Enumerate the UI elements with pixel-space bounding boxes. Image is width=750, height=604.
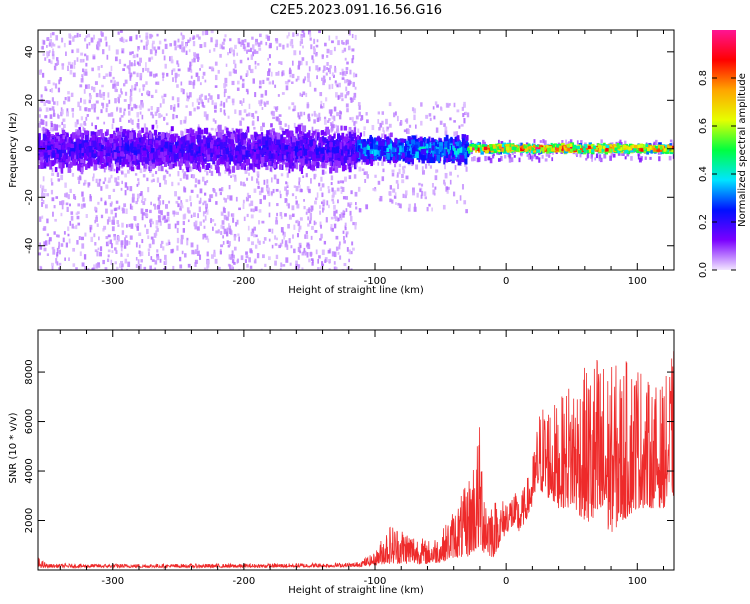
x-tick-label: -200 <box>233 276 256 287</box>
y-tick-label: 6000 <box>24 409 35 434</box>
x-tick-label: 0 <box>503 276 509 287</box>
colorbar-tick-label: 0.6 <box>698 118 709 134</box>
y-tick-label: 8000 <box>24 359 35 384</box>
y-tick-label: -20 <box>24 189 35 205</box>
x-tick-label: 0 <box>503 576 509 587</box>
y-tick-label: 20 <box>24 94 35 107</box>
colorbar-tick-label: 0.2 <box>698 214 709 230</box>
snr-x-label: Height of straight line (km) <box>288 585 424 596</box>
figure-title: C2E5.2023.091.16.56.G16 <box>270 3 442 18</box>
y-tick-label: -40 <box>24 238 35 254</box>
x-tick-label: -200 <box>233 576 256 587</box>
x-tick-label: -300 <box>101 576 124 587</box>
snr-line-series <box>38 351 674 567</box>
colorbar-label: Normalized spectral amplitude <box>737 73 748 227</box>
colorbar-tick-label: 0.8 <box>698 70 709 86</box>
colorbar-gradient <box>712 30 736 270</box>
snr-y-label: SNR (10 * v/v) <box>8 412 19 483</box>
spectrogram-x-label: Height of straight line (km) <box>288 285 424 296</box>
x-tick-label: -300 <box>101 276 124 287</box>
spectrogram-heatmap <box>38 30 677 275</box>
colorbar-tick-label: 0.4 <box>698 166 709 182</box>
colorbar-tick-label: 0.0 <box>698 262 709 278</box>
y-tick-label: 0 <box>24 146 35 152</box>
y-tick-label: 40 <box>24 45 35 58</box>
y-tick-label: 4000 <box>24 458 35 483</box>
y-tick-label: 2000 <box>24 508 35 533</box>
spectrogram-y-label: Frequency (Hz) <box>8 112 19 188</box>
x-tick-label: 100 <box>628 276 647 287</box>
colorbar: 0.0 0.2 0.4 0.6 0.8 <box>698 30 736 278</box>
x-tick-label: 100 <box>628 576 647 587</box>
snr-line <box>38 351 674 567</box>
